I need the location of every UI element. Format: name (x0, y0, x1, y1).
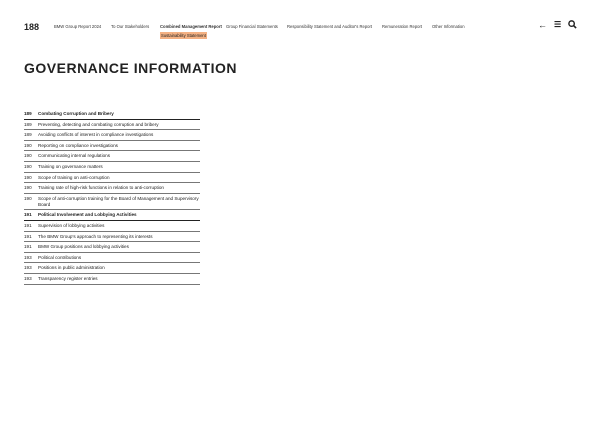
nav-responsibility-statement[interactable]: Responsibility Statement and Auditor's R… (287, 24, 373, 29)
toc-entry[interactable]: 191 Supervision of lobbying activities (24, 221, 200, 232)
toc-entry[interactable]: 190 Communicating internal regulations (24, 151, 200, 162)
toc-entry-title: Political Involvement and Lobbying Activ… (38, 212, 137, 218)
toc-entry[interactable]: 190 Training on governance matters (24, 162, 200, 173)
toc-entry[interactable]: 191 Political Involvement and Lobbying Ac… (24, 210, 200, 221)
toc-page-number: 191 (24, 233, 32, 239)
page-number: 188 (24, 22, 40, 32)
toc-page-number: 189 (24, 111, 32, 116)
toc-page-number: 189 (24, 121, 32, 127)
toc-entry[interactable]: 190 Reporting on compliance investigation… (24, 141, 200, 152)
toc-entry-title: Supervision of lobbying activities (38, 222, 105, 228)
nav-other-information[interactable]: Other Information (432, 24, 465, 29)
toc-page-number: 193 (24, 254, 32, 260)
toc-page-number: 191 (24, 222, 32, 228)
toc-entry-title: Positions in public administration (38, 265, 105, 271)
toc-page-number: 191 (24, 212, 32, 218)
toc-entry[interactable]: 189 Combating Corruption and Bribery (24, 109, 200, 120)
toc-page-number: 190 (24, 195, 32, 201)
back-arrow-icon[interactable]: ← (538, 20, 547, 30)
toc-entry-title: Preventing, detecting and combating corr… (38, 121, 159, 127)
toc-entry[interactable]: 190 Scope of anti-corruption training for… (24, 194, 200, 211)
toc-entry[interactable]: 189 Avoiding conflicts of interest in com… (24, 130, 200, 141)
nav-group-financial-statements[interactable]: Group Financial Statements (226, 24, 278, 29)
toc-entry[interactable]: 193 Positions in public administration (24, 263, 200, 274)
toc-page-number: 189 (24, 132, 32, 138)
toc-page-number: 193 (24, 275, 32, 281)
toc-entry-title: Transparency register entries (38, 275, 98, 281)
toc-entry-title: Training rate of high-risk functions in … (38, 185, 164, 191)
toc-entry[interactable]: 190 Training rate of high-risk functions … (24, 183, 200, 194)
toc-page-number: 190 (24, 153, 32, 159)
nav-bmw-group-report[interactable]: BMW Group Report 2024 (54, 24, 102, 29)
table-of-contents: 189 Combating Corruption and Bribery 189 Pr… (24, 109, 200, 285)
toc-entry[interactable]: 190 Scope of training on anti-corruption (24, 173, 200, 184)
search-icon[interactable] (568, 20, 577, 31)
toc-entry-title: Political contributions (38, 254, 82, 260)
toc-page-number: 191 (24, 244, 32, 250)
toc-entry[interactable]: 191 The BMW Group's approach to represent… (24, 232, 200, 243)
toc-page-number: 190 (24, 142, 32, 148)
toc-entry-title: Scope of anti-corruption training for th… (38, 195, 199, 207)
toc-page-number: 190 (24, 174, 32, 180)
toc-entry[interactable]: 189 Preventing, detecting and combating c… (24, 120, 200, 131)
toc-entry-title: Training on governance matters (38, 163, 103, 169)
nav-combined-management-report[interactable]: Combined Management Report (160, 24, 222, 29)
toc-entry-title: Communicating internal regulations (38, 153, 111, 159)
menu-icon[interactable]: ☰ (554, 20, 562, 29)
toc-entry[interactable]: 193 Transparency register entries (24, 274, 200, 285)
toc-entry-title: Avoiding conflicts of interest in compli… (38, 132, 154, 138)
toc-entry-title: Scope of training on anti-corruption (38, 174, 110, 180)
toc-entry[interactable]: 193 Political contributions (24, 253, 200, 264)
toc-page-number: 190 (24, 163, 32, 169)
toc-entry-title: BMW Group positions and lobbying activit… (38, 244, 129, 250)
nav-sustainability-statement[interactable]: Sustainability Statement (160, 32, 207, 39)
nav-remuneration-report[interactable]: Remuneration Report (382, 24, 423, 29)
toc-entry-title: Reporting on compliance investigations (38, 142, 118, 148)
toc-page-number: 190 (24, 185, 32, 191)
toc-page-number: 193 (24, 265, 32, 271)
toc-entry-title: The BMW Group's approach to representing… (38, 233, 153, 239)
page-title: GOVERNANCE INFORMATION (24, 60, 237, 76)
nav-to-our-stakeholders[interactable]: To Our Stakeholders (111, 24, 150, 29)
toc-entry[interactable]: 191 BMW Group positions and lobbying acti… (24, 242, 200, 253)
toc-entry-title: Combating Corruption and Bribery (38, 111, 114, 116)
